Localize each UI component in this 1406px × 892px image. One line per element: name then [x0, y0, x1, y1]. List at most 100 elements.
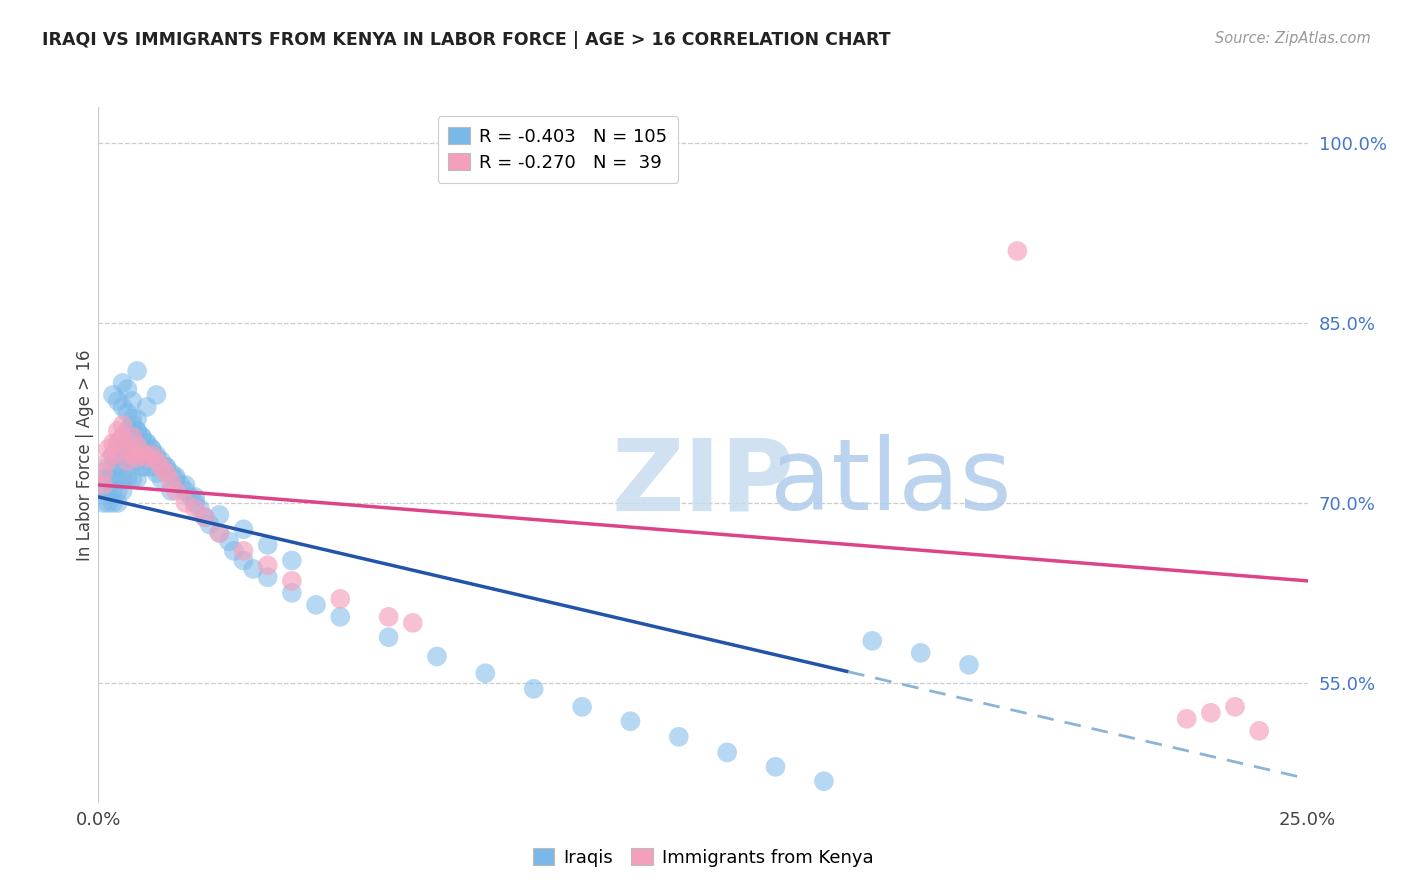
Point	[1199, 706, 1222, 720]
Point	[145, 454, 167, 468]
Point	[910, 646, 932, 660]
Point	[281, 586, 304, 600]
Point	[111, 400, 134, 414]
Point	[188, 502, 211, 516]
Point	[179, 490, 201, 504]
Point	[174, 478, 197, 492]
Point	[135, 400, 157, 414]
Point	[141, 442, 163, 456]
Point	[135, 448, 157, 462]
Point	[184, 490, 207, 504]
Point	[1007, 244, 1029, 258]
Point	[571, 699, 593, 714]
Point	[127, 472, 149, 486]
Point	[111, 483, 134, 498]
Point	[242, 562, 264, 576]
Point	[141, 442, 163, 456]
Point	[135, 436, 157, 450]
Point	[222, 544, 245, 558]
Point	[377, 610, 399, 624]
Point	[101, 472, 124, 486]
Point	[174, 483, 197, 498]
Point	[101, 448, 124, 462]
Point	[1249, 723, 1271, 738]
Point	[127, 436, 149, 450]
Point	[121, 472, 143, 486]
Point	[91, 466, 114, 480]
Point	[91, 483, 114, 498]
Point	[160, 475, 183, 489]
Point	[135, 436, 157, 450]
Text: atlas: atlas	[769, 434, 1011, 532]
Point	[1175, 712, 1198, 726]
Point	[97, 496, 120, 510]
Point	[101, 496, 124, 510]
Y-axis label: In Labor Force | Age > 16: In Labor Force | Age > 16	[76, 349, 94, 561]
Point	[91, 496, 114, 510]
Point	[208, 525, 231, 540]
Point	[121, 430, 143, 444]
Point	[155, 466, 177, 480]
Point	[329, 610, 352, 624]
Point	[107, 496, 129, 510]
Point	[523, 681, 546, 696]
Point	[145, 466, 167, 480]
Point	[155, 459, 177, 474]
Point	[150, 472, 173, 486]
Point	[117, 454, 139, 468]
Point	[107, 393, 129, 408]
Point	[111, 472, 134, 486]
Point	[131, 445, 153, 459]
Point	[111, 430, 134, 444]
Point	[135, 459, 157, 474]
Point	[150, 454, 173, 468]
Point	[91, 478, 114, 492]
Point	[305, 598, 328, 612]
Point	[107, 424, 129, 438]
Point	[117, 454, 139, 468]
Point	[97, 454, 120, 468]
Point	[107, 483, 129, 498]
Point	[141, 448, 163, 462]
Point	[813, 774, 835, 789]
Point	[107, 459, 129, 474]
Point	[474, 666, 496, 681]
Point	[232, 544, 254, 558]
Point	[121, 412, 143, 426]
Point	[131, 430, 153, 444]
Point	[107, 436, 129, 450]
Point	[127, 438, 149, 452]
Point	[127, 454, 149, 468]
Point	[117, 406, 139, 420]
Point	[111, 430, 134, 444]
Point	[127, 364, 149, 378]
Point	[131, 442, 153, 456]
Point	[145, 450, 167, 465]
Point	[232, 553, 254, 567]
Point	[131, 459, 153, 474]
Point	[208, 525, 231, 540]
Point	[281, 553, 304, 567]
Point	[165, 472, 187, 486]
Point	[121, 454, 143, 468]
Point	[111, 454, 134, 468]
Point	[194, 510, 217, 524]
Point	[169, 478, 191, 492]
Point	[111, 417, 134, 432]
Point	[256, 558, 278, 573]
Point	[377, 630, 399, 644]
Point	[97, 472, 120, 486]
Point	[111, 376, 134, 390]
Point	[117, 424, 139, 438]
Point	[281, 574, 304, 588]
Point	[107, 436, 129, 450]
Point	[131, 430, 153, 444]
Point	[117, 442, 139, 456]
Text: ZIP: ZIP	[612, 434, 794, 532]
Point	[97, 442, 120, 456]
Point	[165, 483, 187, 498]
Point	[218, 534, 240, 549]
Point	[256, 570, 278, 584]
Point	[232, 522, 254, 536]
Point	[174, 496, 197, 510]
